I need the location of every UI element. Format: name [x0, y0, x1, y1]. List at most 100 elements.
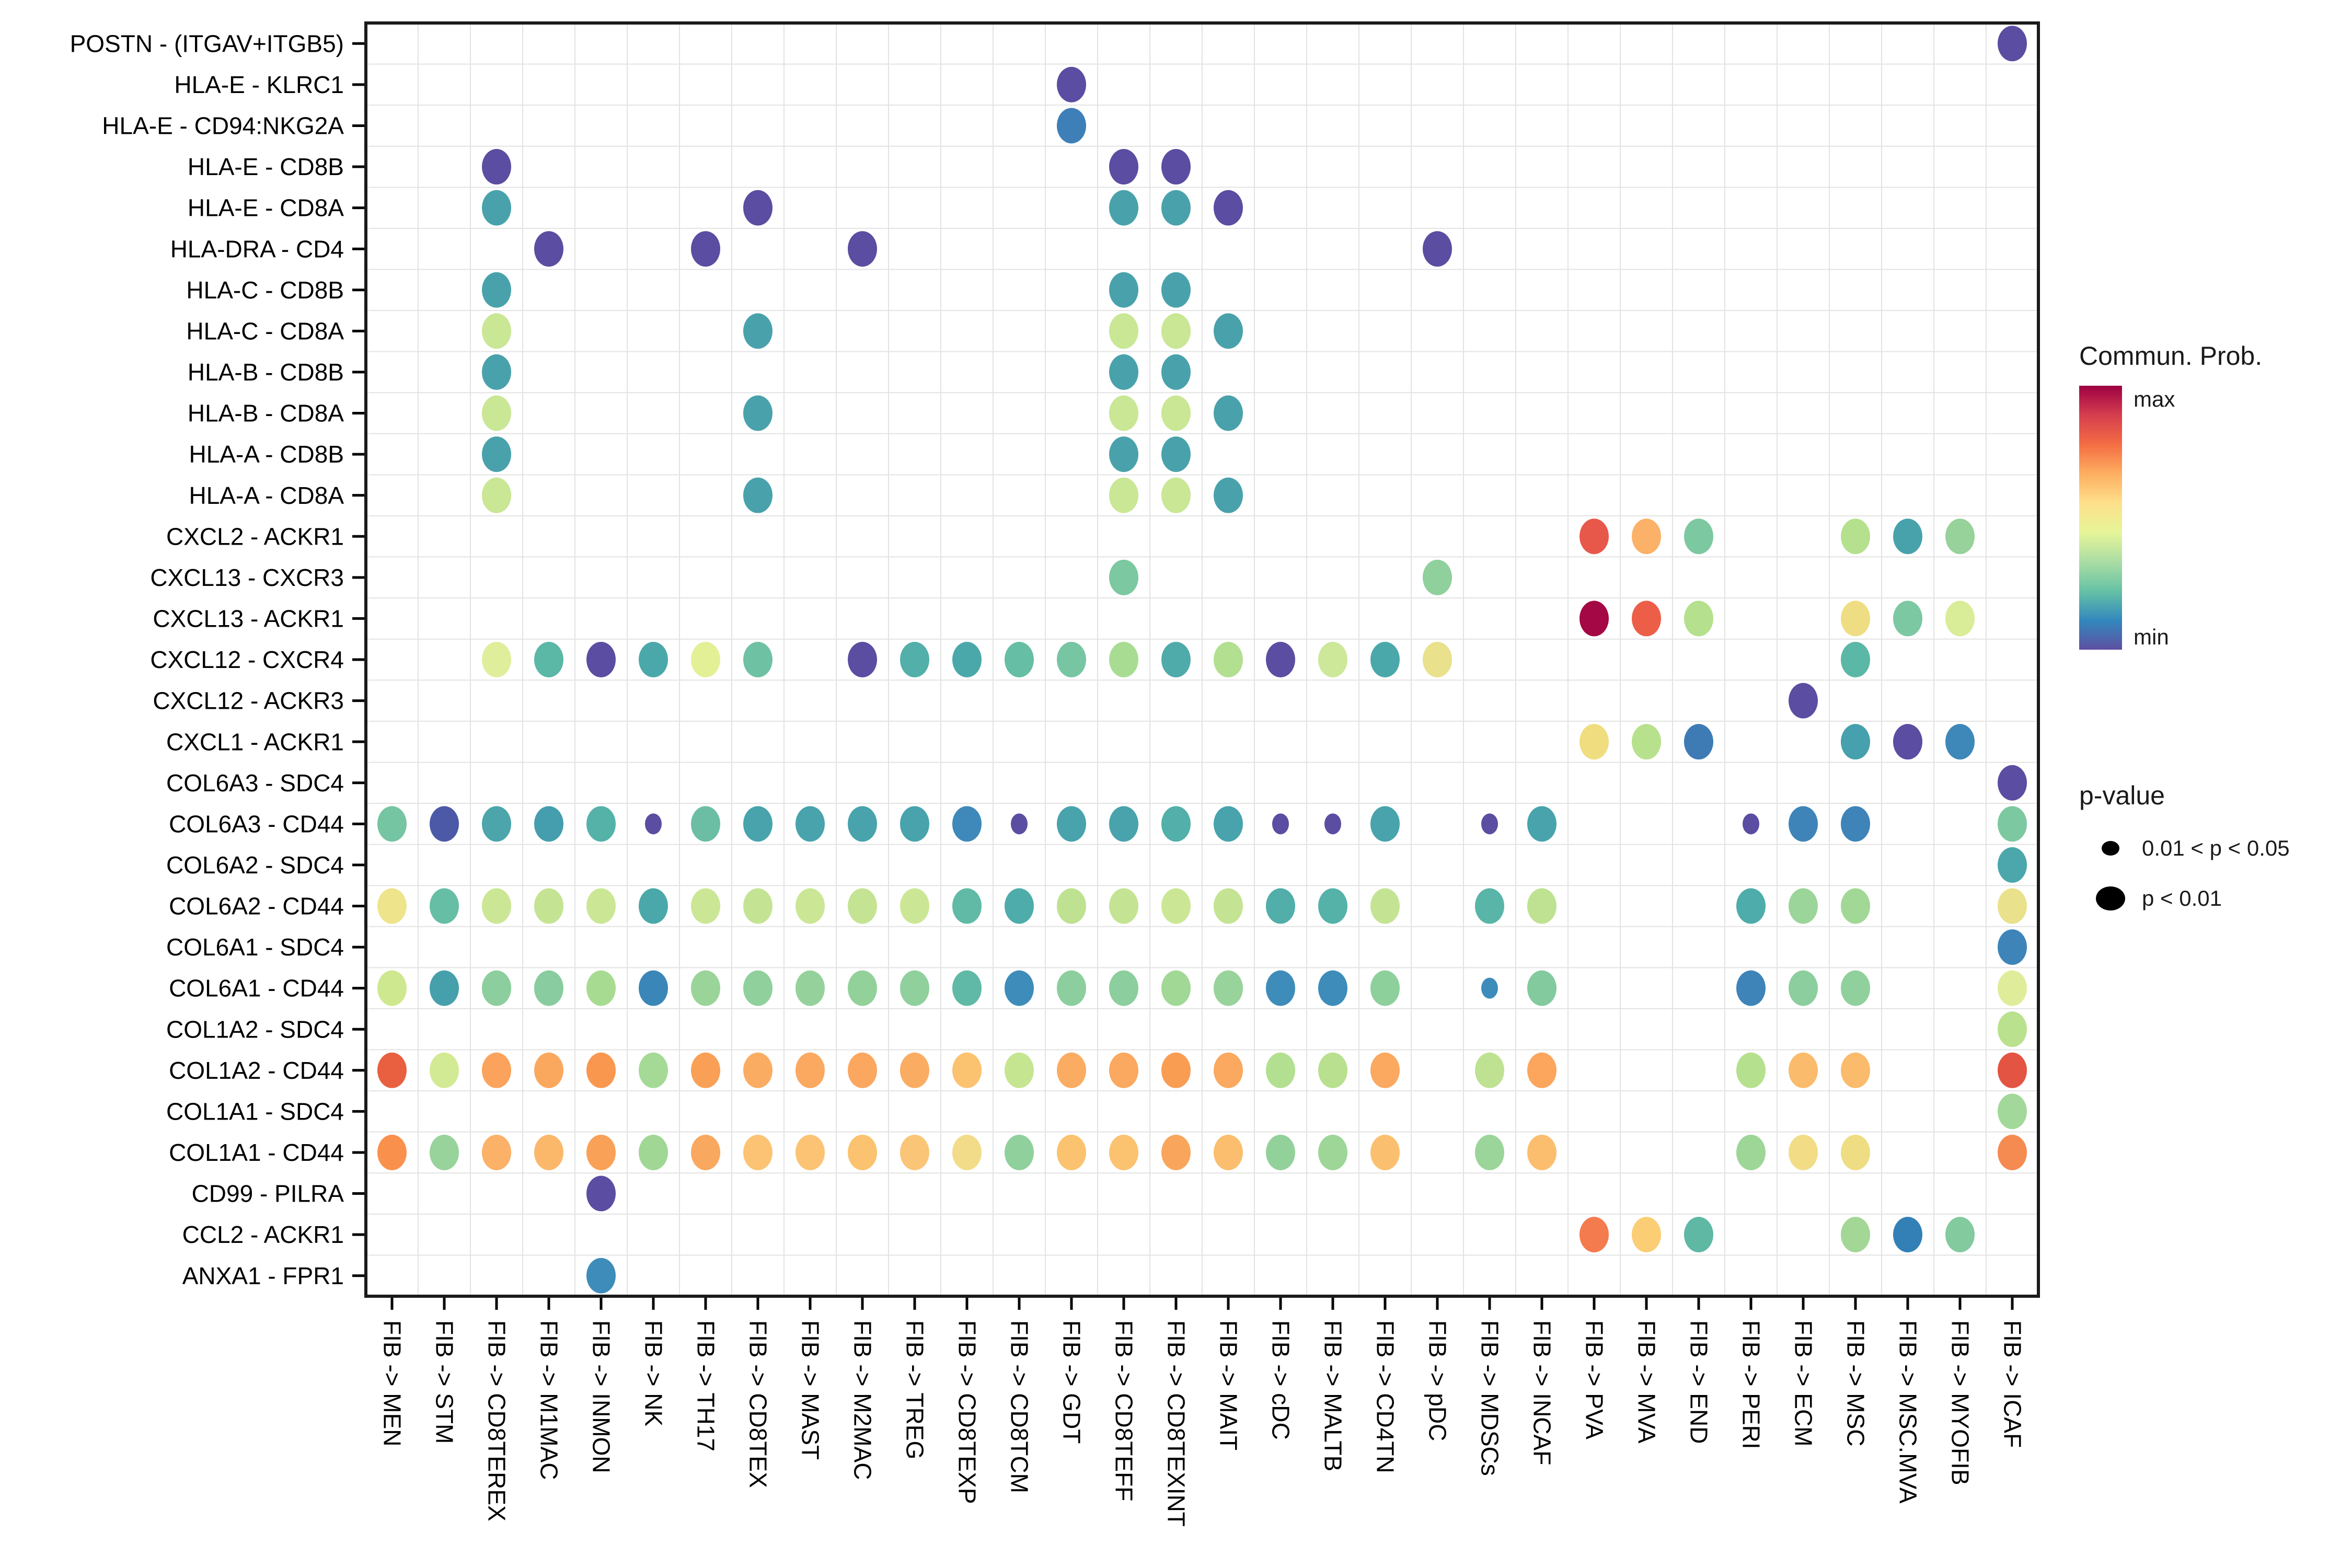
data-dot	[1998, 26, 2027, 62]
data-dot	[795, 1134, 825, 1170]
data-dot	[377, 970, 407, 1006]
x-axis-label: FIB -> CD8TEXP	[953, 1320, 981, 1504]
data-dot	[1632, 724, 1661, 760]
data-dot	[1266, 642, 1295, 677]
data-dot	[1945, 724, 1975, 760]
data-dot	[1109, 642, 1138, 677]
data-dot	[691, 1052, 720, 1088]
colorbar-min-label: min	[2134, 625, 2169, 649]
data-dot	[1214, 395, 1243, 431]
data-dot	[1998, 1052, 2027, 1088]
data-dot	[1789, 1134, 1818, 1170]
y-axis-label: HLA-B - CD8B	[188, 359, 344, 386]
data-dot	[1423, 642, 1452, 677]
data-dot	[1423, 559, 1452, 595]
large-dot-key	[2079, 886, 2142, 910]
data-dot	[1266, 888, 1295, 924]
data-dot	[1475, 1052, 1504, 1088]
data-dot	[482, 806, 511, 842]
data-dot	[1632, 518, 1661, 555]
data-dot	[482, 272, 511, 308]
data-dot	[1318, 642, 1347, 677]
data-dot	[1632, 601, 1661, 637]
data-dot	[848, 888, 877, 924]
data-dot	[1527, 888, 1557, 924]
data-dot	[639, 888, 668, 924]
data-dot	[691, 888, 720, 924]
data-dot	[1841, 1217, 1870, 1253]
data-dot	[639, 1052, 668, 1088]
x-axis-label: FIB -> PVA	[1581, 1320, 1608, 1439]
data-dot	[1161, 1134, 1191, 1170]
data-dot	[1370, 888, 1400, 924]
data-dot	[639, 1134, 668, 1170]
data-dot	[1109, 888, 1138, 924]
data-dot	[482, 1052, 511, 1088]
data-dot	[1370, 1052, 1400, 1088]
data-dot	[1214, 642, 1243, 677]
data-dot	[1481, 813, 1498, 835]
small-dot-icon	[2102, 841, 2119, 856]
data-dot	[1161, 354, 1191, 390]
data-dot	[1841, 970, 1870, 1006]
data-dot	[1214, 1052, 1243, 1088]
data-dot	[430, 888, 459, 924]
plot-frame	[364, 21, 2040, 1298]
x-axis-label: FIB -> MEN	[378, 1320, 406, 1447]
data-dot	[1423, 231, 1452, 267]
data-dot	[1272, 813, 1289, 835]
data-dot	[1109, 1134, 1138, 1170]
data-dot	[1318, 888, 1347, 924]
x-axis-label: FIB -> MDSCs	[1476, 1320, 1503, 1476]
data-dot	[1370, 806, 1400, 842]
data-dot	[1005, 1134, 1034, 1170]
data-dot	[900, 806, 929, 842]
data-dot	[1743, 813, 1759, 835]
y-axis-label: COL6A3 - CD44	[169, 810, 344, 837]
data-dot	[482, 149, 511, 185]
data-dot	[1736, 1134, 1766, 1170]
data-dot	[482, 395, 511, 431]
data-dot	[1109, 559, 1138, 595]
x-axis-label: FIB -> ICAF	[1999, 1320, 2026, 1448]
legend-colorbar-title: Commun. Prob.	[2079, 341, 2263, 371]
data-dot	[377, 1052, 407, 1088]
x-axis-label: FIB -> CD8TEX	[744, 1320, 771, 1488]
data-dot	[377, 888, 407, 924]
data-dot	[1475, 888, 1504, 924]
legend-colorbar-row: max min	[2079, 386, 2351, 650]
data-dot	[1527, 1052, 1557, 1088]
y-axis-label: CXCL12 - CXCR4	[150, 646, 344, 673]
x-axis-label: FIB -> pDC	[1424, 1320, 1451, 1441]
data-dot	[1161, 806, 1191, 842]
data-dot	[1841, 1134, 1870, 1170]
data-dot	[1579, 518, 1609, 555]
data-dot	[639, 642, 668, 677]
data-dot	[1893, 1217, 1922, 1253]
data-dot	[1214, 1134, 1243, 1170]
data-dot	[1161, 970, 1191, 1006]
data-dot	[691, 1134, 720, 1170]
data-dot	[586, 1134, 616, 1170]
data-dot	[1893, 518, 1922, 555]
data-dot	[1841, 601, 1870, 637]
y-axis-label: CCL2 - ACKR1	[182, 1221, 344, 1248]
axis-ticks	[352, 42, 2014, 1310]
y-axis-label: COL1A1 - CD44	[169, 1139, 344, 1166]
data-dot	[639, 970, 668, 1006]
y-axis-label: HLA-B - CD8A	[188, 400, 344, 427]
legend-size-item: p < 0.01	[2079, 886, 2351, 911]
data-dot	[586, 970, 616, 1006]
data-dot	[482, 313, 511, 349]
data-dot	[1998, 806, 2027, 842]
data-dot	[1841, 642, 1870, 677]
data-dot	[1736, 970, 1766, 1006]
data-dot	[795, 806, 825, 842]
data-dot	[1841, 1052, 1870, 1088]
data-dot	[1005, 888, 1034, 924]
data-dot	[1005, 970, 1034, 1006]
data-dot	[1005, 642, 1034, 677]
x-axis-label: FIB -> STM	[431, 1320, 458, 1444]
legend-size-item: 0.01 < p < 0.05	[2079, 836, 2351, 861]
